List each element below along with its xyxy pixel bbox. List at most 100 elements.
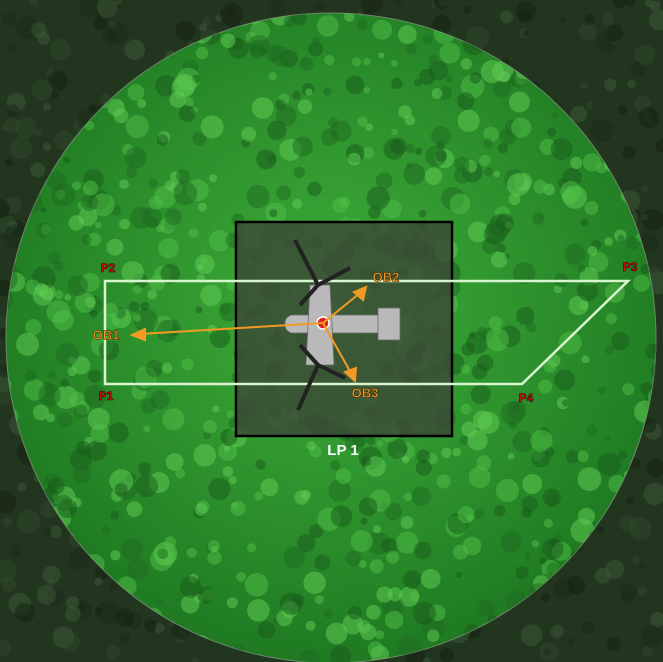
canopy-blob [567,576,586,595]
canopy-blob [491,252,507,268]
canopy-blob [292,91,301,100]
canopy-blob [107,99,124,116]
canopy-blob [596,31,617,52]
canopy-blob [641,185,649,193]
canopy-blob [542,538,563,559]
canopy-blob [436,151,447,162]
canopy-blob [10,137,32,159]
canopy-blob [428,55,437,64]
canopy-blob [449,194,470,215]
canopy-blob [323,87,332,96]
canopy-blob [307,182,321,196]
canopy-blob [484,167,493,176]
canopy-blob [276,186,291,201]
canopy-blob [577,281,598,302]
point-label: P2 [101,261,116,275]
canopy-blob [458,110,480,132]
canopy-blob [544,519,553,528]
canopy-blob [67,275,88,296]
canopy-blob [622,383,634,395]
canopy-blob [499,72,510,83]
canopy-blob [432,88,443,99]
canopy-blob [297,534,315,552]
canopy-blob [5,158,13,166]
canopy-blob [521,507,532,518]
canopy-blob [524,30,530,36]
canopy-blob [425,168,443,186]
canopy-blob [74,404,88,418]
canopy-blob [516,566,529,579]
canopy-blob [611,332,629,350]
canopy-blob [158,238,179,259]
canopy-blob [43,142,52,151]
canopy-blob [368,641,384,657]
canopy-blob [199,23,207,31]
canopy-blob [227,597,238,608]
canopy-blob [453,448,461,456]
canopy-blob [164,536,176,548]
canopy-blob [461,58,472,69]
canopy-blob [406,576,419,589]
canopy-blob [406,43,417,54]
canopy-blob [315,2,324,11]
canopy-blob [195,254,215,274]
canopy-blob [312,37,319,44]
canopy-blob [391,60,398,67]
canopy-blob [352,57,361,66]
canopy-blob [48,371,56,379]
canopy-blob [580,82,588,90]
canopy-blob [365,123,373,131]
canopy-blob [207,551,221,565]
canopy-blob [641,626,663,648]
canopy-blob [372,20,392,40]
canopy-blob [48,478,65,495]
canopy-blob [544,649,551,656]
canopy-blob [157,548,168,559]
canopy-blob [582,621,595,634]
canopy-blob [419,69,435,85]
canopy-blob [413,602,436,625]
canopy-blob [38,384,60,406]
canopy-blob [126,501,142,517]
canopy-blob [348,606,362,620]
canopy-blob [597,527,604,534]
canopy-blob [357,19,368,30]
canopy-blob [409,591,419,601]
canopy-blob [638,107,659,128]
canopy-blob [95,578,103,586]
canopy-blob [446,75,453,82]
canopy-blob [61,379,69,387]
canopy-blob [317,15,339,37]
canopy-blob [17,509,41,533]
canopy-blob [632,556,640,564]
canopy-blob [256,149,276,169]
canopy-blob [606,313,617,324]
canopy-blob [133,285,142,294]
canopy-blob [494,171,500,177]
canopy-blob [157,599,163,605]
canopy-blob [456,572,462,578]
canopy-blob [110,550,120,560]
canopy-blob [401,516,414,529]
canopy-blob [509,92,530,113]
canopy-blob [455,157,470,172]
canopy-blob [10,545,22,557]
canopy-blob [637,586,647,596]
canopy-blob [120,633,130,643]
canopy-blob [196,47,208,59]
canopy-blob [618,451,627,460]
canopy-blob [54,261,64,271]
canopy-blob [427,629,440,642]
canopy-blob [245,573,269,597]
canopy-blob [584,14,595,25]
canopy-blob [247,599,270,622]
canopy-blob [477,327,487,337]
canopy-blob [551,625,564,638]
canopy-blob [622,592,634,604]
canopy-blob [150,390,169,409]
canopy-blob [500,531,521,552]
canopy-blob [385,611,403,629]
canopy-blob [526,322,537,333]
canopy-blob [40,207,46,213]
canopy-blob [618,235,625,242]
